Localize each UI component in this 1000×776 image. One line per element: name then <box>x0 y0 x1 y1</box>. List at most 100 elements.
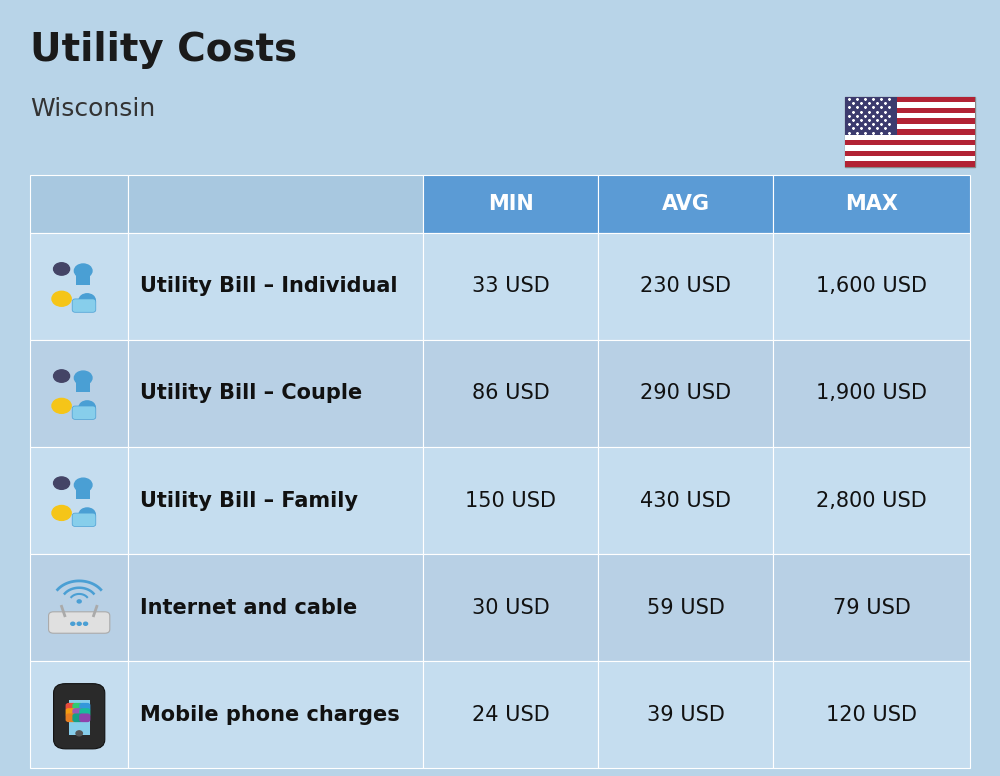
FancyBboxPatch shape <box>72 406 96 419</box>
FancyBboxPatch shape <box>423 175 598 233</box>
Text: 230 USD: 230 USD <box>640 276 731 296</box>
FancyBboxPatch shape <box>128 447 423 554</box>
FancyBboxPatch shape <box>773 233 970 340</box>
Circle shape <box>54 263 70 275</box>
FancyBboxPatch shape <box>76 487 90 499</box>
FancyBboxPatch shape <box>845 156 975 161</box>
Circle shape <box>52 505 71 521</box>
FancyBboxPatch shape <box>54 684 105 749</box>
FancyBboxPatch shape <box>79 713 90 722</box>
Text: Wisconsin: Wisconsin <box>30 97 155 121</box>
Text: Utility Bill – Family: Utility Bill – Family <box>140 490 358 511</box>
Text: 290 USD: 290 USD <box>640 383 731 404</box>
FancyBboxPatch shape <box>72 713 84 722</box>
Circle shape <box>74 264 92 278</box>
FancyBboxPatch shape <box>845 134 975 140</box>
Text: 79 USD: 79 USD <box>833 598 911 618</box>
FancyBboxPatch shape <box>76 272 90 285</box>
FancyBboxPatch shape <box>72 708 84 717</box>
Text: 30 USD: 30 USD <box>472 598 550 618</box>
FancyBboxPatch shape <box>845 145 975 151</box>
Circle shape <box>76 731 82 736</box>
Text: 1,600 USD: 1,600 USD <box>816 276 927 296</box>
Circle shape <box>54 370 70 383</box>
FancyBboxPatch shape <box>845 124 975 130</box>
FancyBboxPatch shape <box>128 233 423 340</box>
FancyBboxPatch shape <box>128 661 423 768</box>
FancyBboxPatch shape <box>49 611 110 633</box>
Circle shape <box>79 294 95 307</box>
FancyBboxPatch shape <box>72 299 96 312</box>
Text: MIN: MIN <box>488 194 534 213</box>
FancyBboxPatch shape <box>598 661 773 768</box>
Text: MAX: MAX <box>845 194 898 213</box>
Text: 2,800 USD: 2,800 USD <box>816 490 927 511</box>
Text: 86 USD: 86 USD <box>472 383 550 404</box>
FancyBboxPatch shape <box>72 703 84 712</box>
Text: Utility Costs: Utility Costs <box>30 31 297 69</box>
FancyBboxPatch shape <box>128 554 423 661</box>
FancyBboxPatch shape <box>845 102 975 108</box>
FancyBboxPatch shape <box>30 175 128 233</box>
Circle shape <box>74 371 92 385</box>
FancyBboxPatch shape <box>773 661 970 768</box>
FancyBboxPatch shape <box>845 97 975 167</box>
Text: 24 USD: 24 USD <box>472 705 550 725</box>
FancyBboxPatch shape <box>423 233 598 340</box>
Text: 150 USD: 150 USD <box>465 490 556 511</box>
FancyBboxPatch shape <box>845 151 975 156</box>
FancyBboxPatch shape <box>66 703 77 712</box>
Circle shape <box>79 401 95 414</box>
FancyBboxPatch shape <box>845 113 975 119</box>
Text: 430 USD: 430 USD <box>640 490 731 511</box>
Text: Internet and cable: Internet and cable <box>140 598 358 618</box>
FancyBboxPatch shape <box>598 447 773 554</box>
FancyBboxPatch shape <box>66 708 77 717</box>
FancyBboxPatch shape <box>128 340 423 447</box>
FancyBboxPatch shape <box>79 708 90 717</box>
Circle shape <box>52 291 71 307</box>
FancyBboxPatch shape <box>128 175 423 233</box>
FancyBboxPatch shape <box>845 130 975 134</box>
FancyBboxPatch shape <box>69 701 90 735</box>
FancyBboxPatch shape <box>773 175 970 233</box>
FancyBboxPatch shape <box>423 447 598 554</box>
Text: 59 USD: 59 USD <box>647 598 725 618</box>
FancyBboxPatch shape <box>598 340 773 447</box>
FancyBboxPatch shape <box>845 119 975 124</box>
FancyBboxPatch shape <box>30 554 128 661</box>
FancyBboxPatch shape <box>845 97 975 102</box>
FancyBboxPatch shape <box>598 175 773 233</box>
Text: 33 USD: 33 USD <box>472 276 550 296</box>
FancyBboxPatch shape <box>79 703 90 712</box>
FancyBboxPatch shape <box>845 108 975 113</box>
FancyBboxPatch shape <box>66 713 77 722</box>
FancyBboxPatch shape <box>773 447 970 554</box>
Circle shape <box>71 622 75 625</box>
FancyBboxPatch shape <box>30 233 128 340</box>
FancyBboxPatch shape <box>845 97 897 134</box>
FancyBboxPatch shape <box>598 233 773 340</box>
FancyBboxPatch shape <box>30 340 128 447</box>
FancyBboxPatch shape <box>598 554 773 661</box>
FancyBboxPatch shape <box>30 661 128 768</box>
FancyBboxPatch shape <box>845 140 975 145</box>
FancyBboxPatch shape <box>30 447 128 554</box>
Circle shape <box>74 478 92 492</box>
FancyBboxPatch shape <box>423 340 598 447</box>
Circle shape <box>77 622 81 625</box>
FancyBboxPatch shape <box>423 554 598 661</box>
Circle shape <box>77 600 81 603</box>
Text: Utility Bill – Couple: Utility Bill – Couple <box>140 383 363 404</box>
FancyBboxPatch shape <box>773 340 970 447</box>
FancyBboxPatch shape <box>773 554 970 661</box>
Text: Utility Bill – Individual: Utility Bill – Individual <box>140 276 398 296</box>
FancyBboxPatch shape <box>76 379 90 392</box>
Text: 1,900 USD: 1,900 USD <box>816 383 927 404</box>
Text: Mobile phone charges: Mobile phone charges <box>140 705 400 725</box>
Circle shape <box>84 622 88 625</box>
Text: 120 USD: 120 USD <box>826 705 917 725</box>
FancyBboxPatch shape <box>845 161 975 167</box>
Circle shape <box>52 398 71 414</box>
Text: 39 USD: 39 USD <box>647 705 725 725</box>
